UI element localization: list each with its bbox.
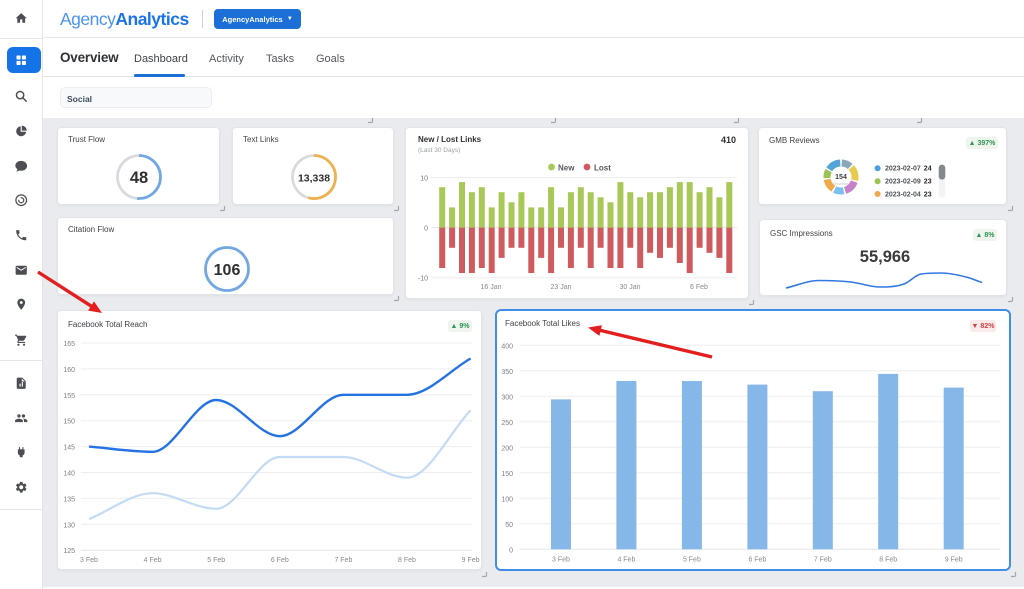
- svg-text:106: 106: [214, 262, 241, 279]
- svg-text:5 Feb: 5 Feb: [207, 557, 225, 564]
- svg-text:24: 24: [924, 166, 932, 173]
- svg-text:9 Feb: 9 Feb: [462, 557, 480, 564]
- svg-text:150: 150: [501, 471, 513, 478]
- svg-text:160: 160: [63, 367, 75, 374]
- svg-text:13,338: 13,338: [298, 173, 330, 185]
- svg-text:48: 48: [130, 169, 148, 187]
- svg-text:135: 135: [63, 496, 75, 503]
- svg-text:300: 300: [501, 394, 513, 401]
- svg-text:3 Feb: 3 Feb: [80, 557, 98, 564]
- svg-text:8 Feb: 8 Feb: [398, 557, 416, 564]
- svg-text:165: 165: [63, 341, 75, 348]
- svg-text:23: 23: [924, 179, 932, 186]
- svg-text:250: 250: [501, 420, 513, 427]
- svg-text:200: 200: [501, 445, 513, 452]
- svg-text:155: 155: [63, 393, 75, 400]
- svg-text:3 Feb: 3 Feb: [552, 556, 570, 563]
- svg-text:0: 0: [509, 547, 513, 554]
- svg-text:23 Jan: 23 Jan: [550, 284, 571, 291]
- svg-text:23: 23: [924, 192, 932, 199]
- svg-text:350: 350: [501, 369, 513, 376]
- svg-text:Lost: Lost: [594, 164, 611, 173]
- svg-text:Reviews: Reviews: [833, 181, 848, 186]
- svg-text:New: New: [558, 164, 575, 173]
- svg-text:2023-02-09: 2023-02-09: [885, 179, 921, 186]
- svg-text:145: 145: [63, 445, 75, 452]
- svg-text:50: 50: [505, 522, 513, 529]
- svg-text:130: 130: [63, 522, 75, 529]
- svg-text:7 Feb: 7 Feb: [334, 557, 352, 564]
- svg-text:4 Feb: 4 Feb: [617, 556, 635, 563]
- svg-text:6 Feb: 6 Feb: [748, 556, 766, 563]
- svg-text:6 Feb: 6 Feb: [271, 557, 289, 564]
- svg-text:400: 400: [501, 343, 513, 350]
- svg-text:125: 125: [63, 548, 75, 555]
- svg-text:5 Feb: 5 Feb: [683, 556, 701, 563]
- svg-text:30 Jan: 30 Jan: [619, 284, 640, 291]
- svg-text:4 Feb: 4 Feb: [144, 557, 162, 564]
- svg-text:8 Feb: 8 Feb: [879, 556, 897, 563]
- svg-text:9 Feb: 9 Feb: [945, 556, 963, 563]
- svg-text:7 Feb: 7 Feb: [814, 556, 832, 563]
- svg-text:-10: -10: [418, 276, 428, 283]
- svg-text:100: 100: [501, 496, 513, 503]
- svg-text:10: 10: [420, 176, 428, 183]
- svg-text:154: 154: [835, 174, 847, 181]
- svg-text:2023-02-04: 2023-02-04: [885, 192, 921, 199]
- svg-text:16 Jan: 16 Jan: [480, 284, 501, 291]
- svg-text:150: 150: [63, 419, 75, 426]
- svg-text:6 Feb: 6 Feb: [690, 284, 708, 291]
- svg-text:140: 140: [63, 471, 75, 478]
- svg-text:2023-02-07: 2023-02-07: [885, 166, 921, 173]
- svg-text:0: 0: [424, 226, 428, 233]
